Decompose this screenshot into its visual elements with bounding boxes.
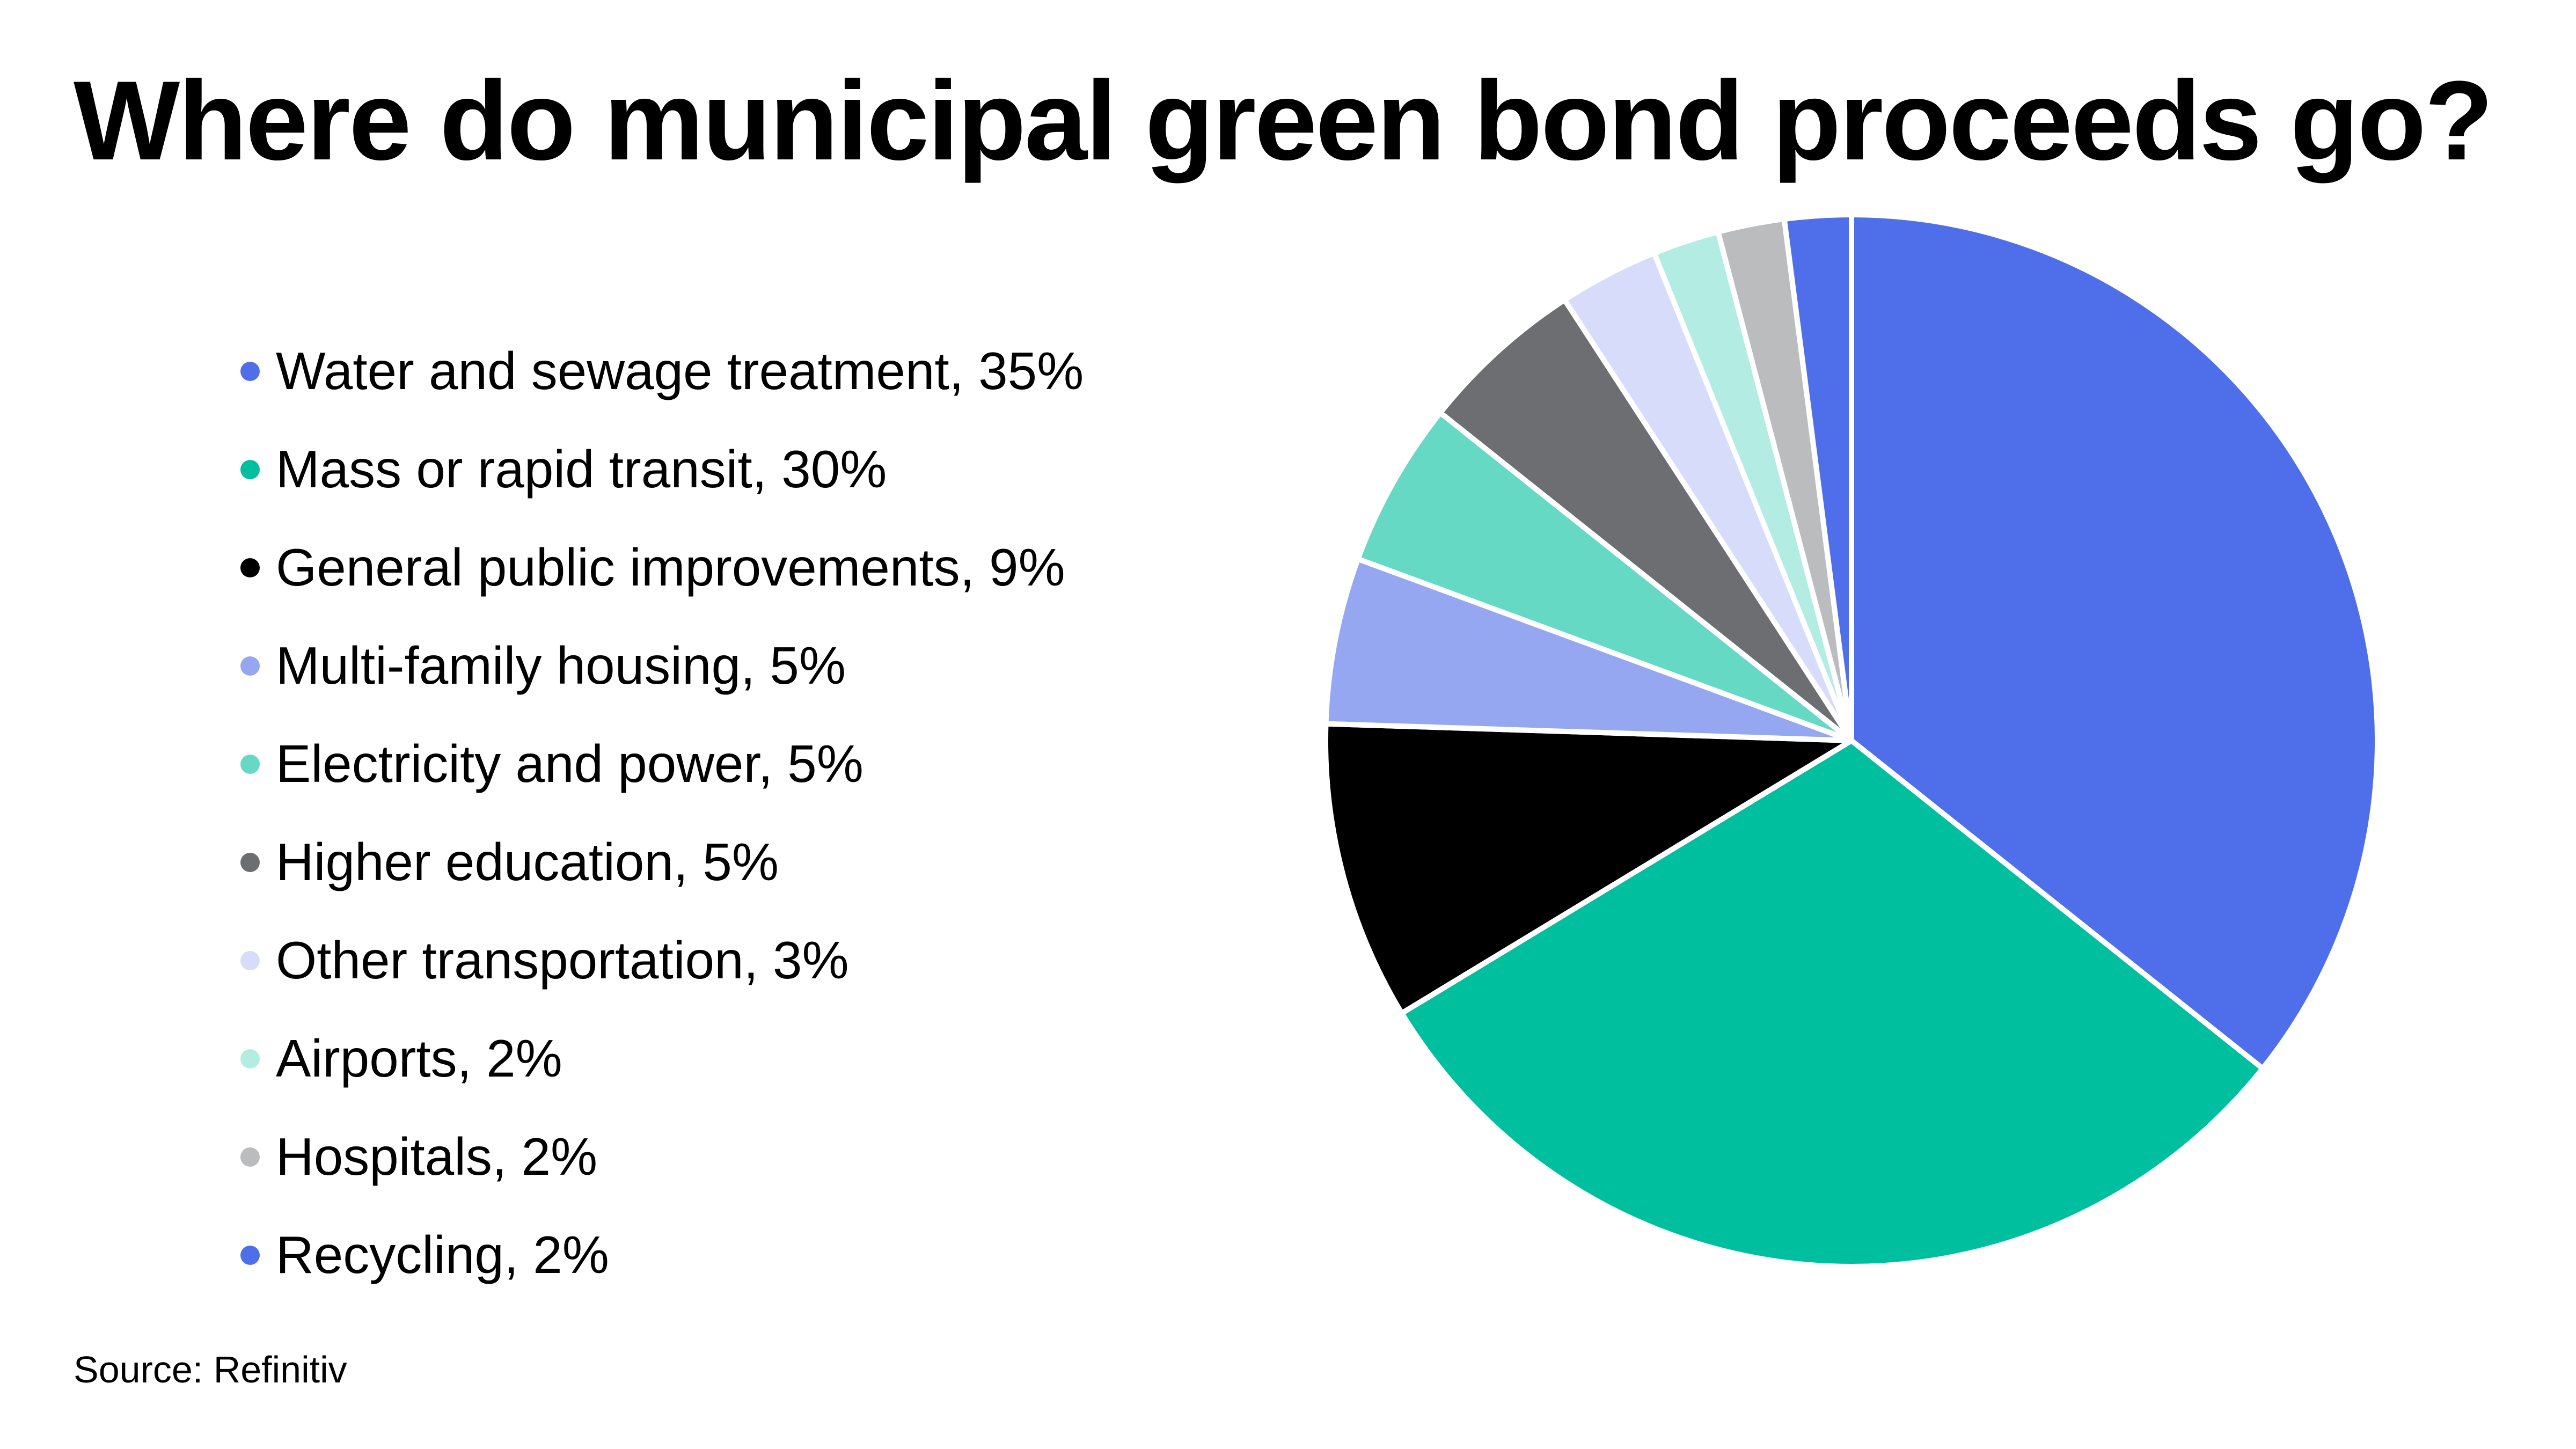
legend-swatch bbox=[240, 656, 260, 676]
legend-label: Multi-family housing, 5% bbox=[276, 636, 846, 695]
legend-label: Mass or rapid transit, 30% bbox=[276, 440, 887, 499]
pie-slice bbox=[1399, 738, 2266, 1269]
legend-item: Hospitals, 2% bbox=[240, 1108, 1084, 1206]
legend-swatch bbox=[240, 361, 260, 381]
pie-slice bbox=[1849, 212, 2380, 1072]
pie-slice bbox=[1781, 212, 1854, 743]
legend-item: Recycling, 2% bbox=[240, 1206, 1084, 1304]
legend-label: Higher education, 5% bbox=[276, 832, 779, 891]
legend-item: Electricity and power, 5% bbox=[240, 715, 1084, 813]
pie-slice bbox=[1323, 721, 1854, 1016]
legend-swatch bbox=[240, 1147, 260, 1167]
legend-swatch bbox=[240, 950, 260, 970]
legend-item: Airports, 2% bbox=[240, 1009, 1084, 1108]
pie-chart bbox=[1323, 212, 2380, 1269]
legend-swatch bbox=[240, 754, 260, 774]
legend-label: Airports, 2% bbox=[276, 1029, 562, 1088]
legend-label: Water and sewage treatment, 35% bbox=[276, 341, 1084, 400]
legend-swatch bbox=[240, 459, 260, 479]
legend-label: Electricity and power, 5% bbox=[276, 734, 863, 793]
legend-item: Multi-family housing, 5% bbox=[240, 617, 1084, 715]
legend-label: Recycling, 2% bbox=[276, 1225, 609, 1284]
legend-item: Water and sewage treatment, 35% bbox=[240, 322, 1084, 420]
pie-slice bbox=[1323, 556, 1854, 743]
legend-swatch bbox=[240, 1049, 260, 1069]
legend-item: Higher education, 5% bbox=[240, 813, 1084, 911]
pie-slice bbox=[1437, 297, 1854, 743]
legend-item: Mass or rapid transit, 30% bbox=[240, 420, 1084, 518]
legend-label: Hospitals, 2% bbox=[276, 1127, 598, 1186]
legend-label: General public improvements, 9% bbox=[276, 538, 1065, 597]
legend-swatch bbox=[240, 1245, 260, 1265]
legend-label: Other transportation, 3% bbox=[276, 931, 849, 990]
chart-title: Where do municipal green bond proceeds g… bbox=[74, 57, 2493, 184]
legend: Water and sewage treatment, 35% Mass or r… bbox=[240, 322, 1084, 1304]
pie-slice bbox=[1355, 409, 1854, 743]
legend-swatch bbox=[240, 558, 260, 577]
source-note: Source: Refinitiv bbox=[74, 1349, 347, 1391]
legend-swatch bbox=[240, 852, 260, 872]
legend-item: General public improvements, 9% bbox=[240, 518, 1084, 617]
legend-item: Other transportation, 3% bbox=[240, 911, 1084, 1009]
